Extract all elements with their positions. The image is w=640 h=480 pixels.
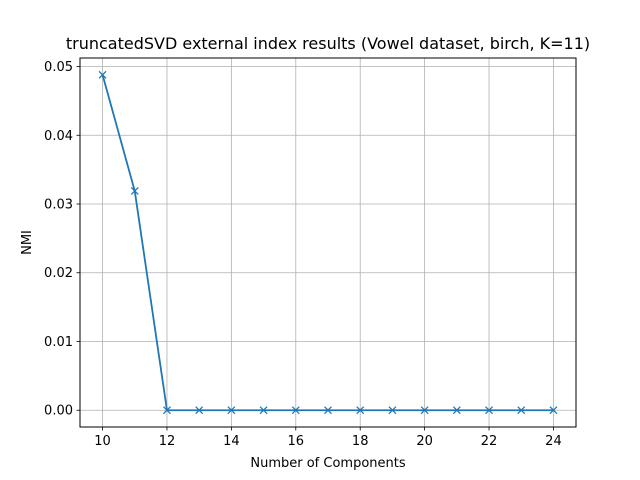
data-point-marker <box>388 406 397 415</box>
x-tick-label: 12 <box>159 434 176 449</box>
data-point-marker <box>452 406 461 415</box>
data-point-marker <box>195 406 204 415</box>
data-point-marker <box>259 406 268 415</box>
x-tick-label: 22 <box>481 434 498 449</box>
data-point-marker <box>130 186 139 195</box>
data-point-marker <box>163 406 171 415</box>
y-tick-label: 0.04 <box>44 129 73 144</box>
y-tick-label: 0.00 <box>44 404 73 419</box>
data-point-marker <box>485 406 493 415</box>
data-point-marker <box>227 406 236 415</box>
x-tick-label: 24 <box>545 434 562 449</box>
x-tick-label: 14 <box>223 434 240 449</box>
x-axis-ticks: 10 12 14 16 18 20 22 24 <box>94 427 562 449</box>
data-point-marker <box>98 70 107 79</box>
data-point-marker <box>356 406 365 415</box>
x-tick-label: 10 <box>94 434 111 449</box>
y-tick-label: 0.01 <box>44 335 73 350</box>
plot-frame <box>79 57 577 428</box>
x-tick-label: 18 <box>352 434 369 449</box>
chart-title: truncatedSVD external index results (Vow… <box>66 34 590 53</box>
data-point-marker <box>517 406 526 415</box>
y-tick-label: 0.02 <box>44 266 73 281</box>
y-axis-ticks: 0.00 0.01 0.02 0.03 0.04 0.05 <box>44 60 80 419</box>
y-tick-label: 0.03 <box>44 198 73 213</box>
y-axis-label: NMI <box>20 230 35 255</box>
y-tick-label: 0.05 <box>44 60 73 75</box>
series-layer <box>98 70 558 415</box>
x-axis-label: Number of Components <box>250 456 405 471</box>
x-tick-label: 16 <box>288 434 305 449</box>
x-tick-label: 20 <box>416 434 433 449</box>
grid <box>80 58 576 427</box>
data-point-marker <box>291 406 300 415</box>
data-point-marker <box>549 406 558 415</box>
data-point-marker <box>420 406 429 415</box>
data-point-marker <box>324 406 332 415</box>
